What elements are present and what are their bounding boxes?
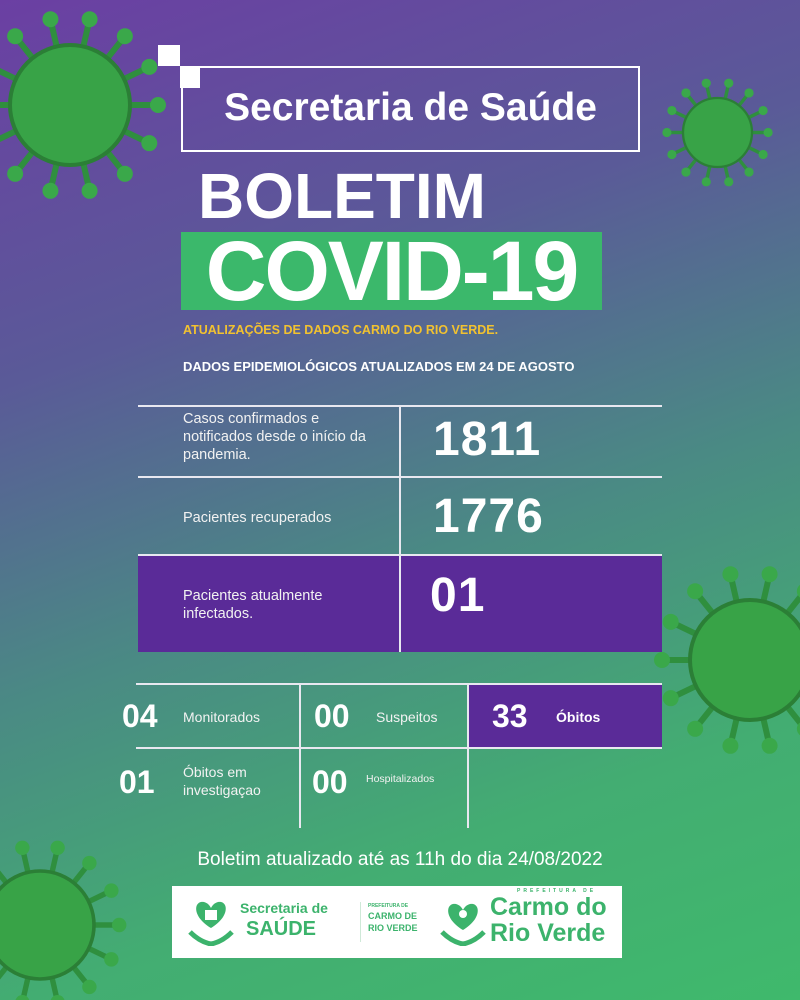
deaths-investigation-label: Óbitos em investigaçao [183,764,261,798]
virus-spike-tip [667,105,677,116]
virus-spike-tip [50,840,65,855]
virus-spike-tip [687,583,704,600]
virus-icon [0,11,166,199]
virus-spike-tip [654,652,670,668]
virus-spike-tip [112,917,127,933]
virus-spike-tip [7,28,24,45]
recovered-label: Pacientes recuperados [183,510,332,526]
virus-spike-tip [81,11,98,28]
virus-spike-tip [104,952,119,967]
virus-spike-tip [761,566,778,583]
subtitle: ATUALIZAÇÕES DE DADOS CARMO DO RIO VERDE… [183,323,499,337]
monitored-value: 04 [122,698,158,734]
virus-spike-tip [701,177,711,187]
hospitalized-label: Hospitalizados [366,773,435,785]
title-frame [181,66,640,152]
virus-spike-tip [50,995,65,1000]
sec-logo-line1: Secretaria de [240,900,328,916]
virus-spike-tip [744,88,754,98]
update-date: DADOS EPIDEMIOLÓGICOS ATUALIZADOS EM 24 … [183,359,575,374]
virus-spike-tip [761,737,778,754]
divider [399,405,401,652]
boletim-heading: BOLETIM [198,160,486,232]
virus-spike-tip [687,720,704,737]
big-pref-line2: Rio Verde [490,919,606,947]
suspected-value: 00 [314,698,350,734]
virus-spike-tip [82,855,97,871]
deaths-label: Óbitos [556,709,601,725]
virus-spike-tip [104,883,119,898]
virus-spike-tip [141,58,158,75]
suspected-label: Suspeitos [376,709,438,725]
virus-spike-tip [681,88,691,98]
infected-label: Pacientes atualmente infectados. [183,588,323,622]
virus-spike-tip [116,28,133,45]
virus-spike-tip [758,149,768,160]
heart-hands-logo-icon [188,901,234,946]
covid-heading: COVID-19 [205,224,579,318]
hospitalized-value: 00 [312,764,348,800]
confirmed-value: 1811 [433,413,542,466]
virus-spike-tip [662,127,672,138]
divider [360,902,361,942]
virus-spike-tip [796,722,800,736]
big-pref-small: PREFEITURA DE [517,888,597,894]
divider [299,683,301,828]
footer-update: Boletim atualizado até as 11h do dia 24/… [197,849,603,870]
virus-icon [662,78,773,187]
divider [136,747,662,749]
pref-name-line1: CARMO DE [368,911,417,921]
virus-spike-tip [42,182,59,199]
virus-spike-tip [662,690,679,707]
deaths-value: 33 [492,698,528,734]
deaths-investigation-value: 01 [119,764,155,800]
virus-icon [654,566,800,754]
virus-spike-tip [150,97,166,113]
recovered-value: 1776 [433,490,544,543]
virus-spike-tip [81,182,98,199]
decor-square [158,45,180,66]
virus-spike-tip [681,167,691,177]
divider [467,683,469,828]
virus-spike-tip [15,840,30,855]
virus-spike-tip [796,584,800,598]
covid-banner [181,232,602,310]
big-pref-line1: Carmo do [490,893,607,921]
confirmed-label: Casos confirmados e notificados desde o … [183,411,366,463]
pref-small-label: PREFEITURA DE [368,903,409,909]
virus-spike-tip [662,613,679,630]
virus-spike-tip [724,78,734,88]
virus-spike-tip [763,127,773,138]
sec-logo-line2: SAÚDE [246,918,317,940]
virus-spike-tip [141,135,158,152]
virus-body [0,869,96,981]
infected-value: 01 [430,569,486,622]
virus-spike-tip [701,78,711,88]
virus-spike-tip [667,149,677,160]
virus-icon [0,840,127,1000]
virus-spike-tip [42,11,59,28]
virus-body [8,43,132,167]
virus-spike-tip [722,737,739,754]
decor-square [180,66,200,88]
virus-spike-tip [722,566,739,583]
virus-spike-tip [724,177,734,187]
virus-spike-tip [744,167,754,177]
virus-spike-tip [15,995,30,1000]
virus-spike-tip [82,979,97,995]
divider [136,683,662,685]
prefeitura-logo-icon [440,903,486,946]
virus-body [681,96,754,169]
virus-spike-tip [758,105,768,116]
deaths-cell-bg [468,684,662,748]
virus-spike-tip [116,165,133,182]
pref-name-line2: RIO VERDE [368,923,418,933]
monitored-label: Monitorados [183,709,261,725]
virus-spike-tip [7,165,24,182]
virus-body [688,598,800,722]
page-title: Secretaria de Saúde [224,86,597,129]
logo-bar: Secretaria de SAÚDE PREFEITURA DE CARMO … [172,886,622,958]
